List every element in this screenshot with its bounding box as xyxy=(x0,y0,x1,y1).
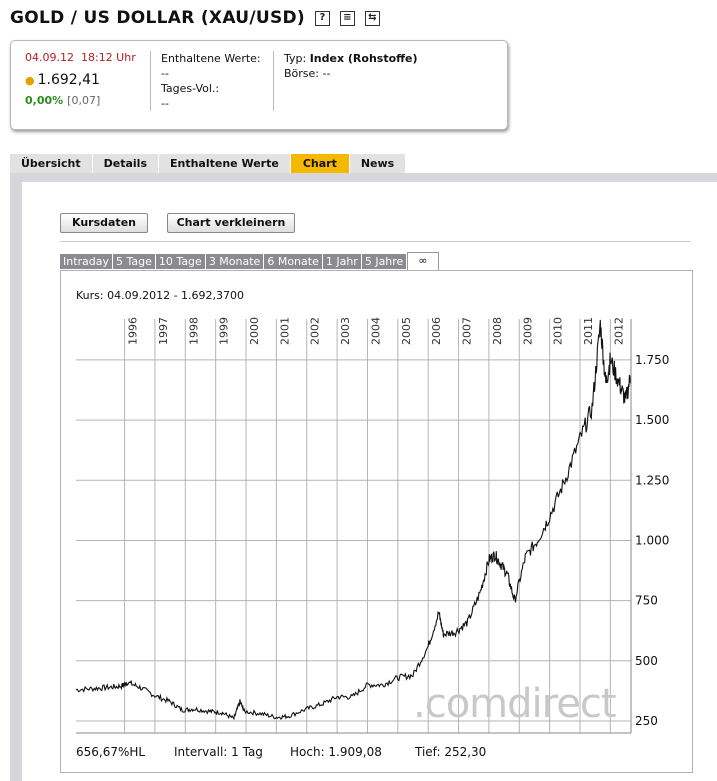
x-tick-label: 1998 xyxy=(187,317,200,345)
tab-enthaltene-werte[interactable]: Enthaltene Werte xyxy=(159,154,291,173)
chart-interval: Intervall: 1 Tag xyxy=(174,745,263,759)
chart-kurs-label: Kurs: 04.09.2012 - 1.692,3700 xyxy=(76,289,245,302)
price-line xyxy=(75,319,632,721)
tab-chart[interactable]: Chart xyxy=(290,154,350,173)
quote-volume-block: Enthaltene Werte: -- Tages-Vol.: -- xyxy=(161,51,261,111)
tab-bar-strip xyxy=(10,173,717,182)
comdirect-watermark: .comdirect xyxy=(413,681,616,727)
chart-verkleinern-button[interactable]: Chart verkleinern xyxy=(167,213,295,233)
x-tick-label: 2011 xyxy=(582,317,595,345)
x-tick-label: 2006 xyxy=(430,317,443,345)
y-tick-label: 1.000 xyxy=(635,533,669,547)
typ-value: Index (Rohstoffe) xyxy=(309,52,418,65)
tagesvol-label: Tages-Vol.: xyxy=(161,82,220,95)
quote-info-box: 04.09.12 18:12 Uhr ● 1.692,41 0,00% [0,07]… xyxy=(10,40,508,130)
y-tick-label: 500 xyxy=(635,654,658,668)
y-tick-label: 1.750 xyxy=(635,353,669,367)
quote-price: 1.692,41 xyxy=(37,72,100,88)
quote-date: 04.09.12 xyxy=(25,51,74,64)
tab-details[interactable]: Details xyxy=(92,154,159,173)
period-tab-6-monate[interactable]: 6 Monate xyxy=(264,254,323,269)
y-tick-label: 1.250 xyxy=(635,473,669,487)
divider xyxy=(150,51,151,111)
period-tab-max[interactable]: ∞ xyxy=(407,252,439,270)
period-tab-5-jahre[interactable]: 5 Jahre xyxy=(361,254,408,269)
page-title-row: GOLD / US DOLLAR (XAU/USD) ? ≡ ⇆ xyxy=(10,8,381,28)
boerse-value: -- xyxy=(322,67,331,80)
status-dot-icon: ● xyxy=(25,74,35,87)
content-left-border xyxy=(10,182,22,781)
main-tabs: Übersicht Details Enthaltene Werte Chart… xyxy=(10,154,407,173)
change-absolute: [0,07] xyxy=(67,94,101,107)
boerse-label: Börse: xyxy=(284,67,320,80)
price-chart[interactable]: 1996 1997 1998 1999 2000 2001 2002 2003 2004 2005… xyxy=(61,271,692,741)
chart-low: Tief: 252,30 xyxy=(415,745,487,759)
kursdaten-button[interactable]: Kursdaten xyxy=(60,213,148,233)
period-tab-3-monate[interactable]: 3 Monate xyxy=(205,254,265,269)
x-tick-label: 1996 xyxy=(127,317,140,345)
quote-price-block: 04.09.12 18:12 Uhr ● 1.692,41 0,00% [0,07] xyxy=(25,51,136,107)
x-tick-label: 1999 xyxy=(218,317,231,345)
chart-hl-value: 656,67%HL xyxy=(76,745,146,759)
typ-label: Typ: xyxy=(284,52,307,65)
x-tick-label: 2002 xyxy=(309,317,322,345)
change-percent: 0,00% xyxy=(25,94,64,107)
quote-type-block: Typ: Index (Rohstoffe) Börse: -- xyxy=(284,51,418,81)
period-tab-5-tage[interactable]: 5 Tage xyxy=(113,254,156,269)
refresh-icon[interactable]: ⇆ xyxy=(365,10,381,26)
x-tick-label: 1997 xyxy=(157,317,170,345)
enthaltene-label: Enthaltene Werte: xyxy=(161,52,261,65)
x-tick-label: 2012 xyxy=(612,317,625,345)
x-tick-label: 2010 xyxy=(552,317,565,345)
x-tick-label: 2001 xyxy=(278,317,291,345)
enthaltene-value: -- xyxy=(161,67,169,80)
x-tick-label: 2004 xyxy=(369,317,382,345)
x-tick-label: 2007 xyxy=(461,317,474,345)
x-tick-label: 2008 xyxy=(491,317,504,345)
divider xyxy=(60,241,691,242)
tab-news[interactable]: News xyxy=(349,154,407,173)
tagesvol-value: -- xyxy=(161,97,169,110)
page-title: GOLD / US DOLLAR (XAU/USD) xyxy=(10,8,306,28)
chart-panel: Kurs: 04.09.2012 - 1.692,3700 1996 1997 19… xyxy=(60,270,693,773)
period-tab-1-jahr[interactable]: 1 Jahr xyxy=(322,254,362,269)
y-tick-label: 1.500 xyxy=(635,413,669,427)
x-tick-label: 2000 xyxy=(248,317,261,345)
x-tick-label: 2003 xyxy=(339,317,352,345)
tab-uebersicht[interactable]: Übersicht xyxy=(10,154,93,173)
x-tick-label: 2009 xyxy=(521,317,534,345)
quote-time: 18:12 Uhr xyxy=(80,51,136,64)
chart-high: Hoch: 1.909,08 xyxy=(290,745,382,759)
y-tick-label: 750 xyxy=(635,594,658,608)
period-tab-intraday[interactable]: Intraday xyxy=(60,254,114,269)
y-tick-label: 250 xyxy=(635,714,658,728)
print-icon[interactable]: ≡ xyxy=(340,10,356,26)
period-tab-10-tage[interactable]: 10 Tage xyxy=(155,254,206,269)
divider xyxy=(273,51,274,111)
period-tabs: Intraday 5 Tage 10 Tage 3 Monate 6 Monat… xyxy=(60,252,439,270)
help-icon[interactable]: ? xyxy=(315,10,331,26)
x-tick-label: 2005 xyxy=(400,317,413,345)
